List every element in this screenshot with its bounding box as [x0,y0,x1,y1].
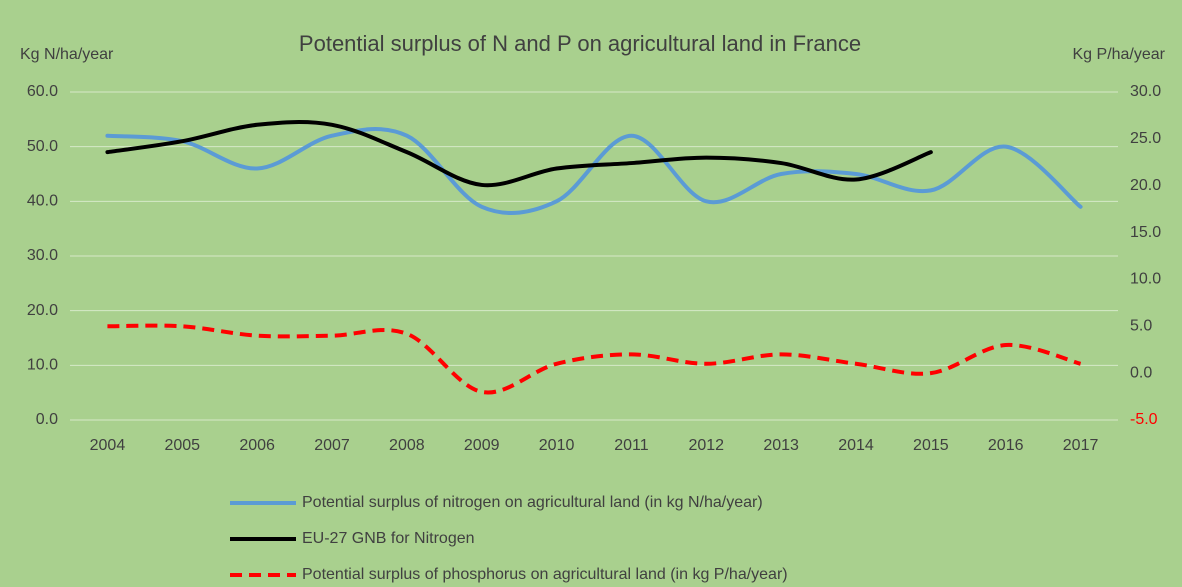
legend-label: EU-27 GNB for Nitrogen [302,530,475,547]
x-tick-label: 2012 [688,437,724,454]
y2-tick-label: 25.0 [1130,130,1161,147]
y2-tick-label: 30.0 [1130,83,1161,100]
x-tick-label: 2007 [314,437,350,454]
y-tick-label: 30.0 [27,247,58,264]
x-tick-label: 2004 [90,437,126,454]
y2-tick-label: 20.0 [1130,177,1161,194]
x-tick-label: 2014 [838,437,874,454]
y2-tick-label: 0.0 [1130,364,1152,381]
x-tick-label: 2009 [464,437,500,454]
series-line [105,120,933,188]
y2-axis-title: Kg P/ha/year [1073,46,1166,63]
x-tick-label: 2005 [164,437,200,454]
y2-tick-label: -5.0 [1130,411,1158,428]
series-line [105,127,1083,215]
y2-tick-label: 10.0 [1130,271,1161,288]
chart-title: Potential surplus of N and P on agricult… [299,31,861,56]
legend-label: Potential surplus of nitrogen on agricul… [302,494,763,511]
y2-tick-label: 5.0 [1130,318,1152,335]
y-axis-title: Kg N/ha/year [20,46,114,63]
y-tick-label: 10.0 [27,357,58,374]
x-tick-label: 2011 [614,437,649,454]
x-tick-label: 2015 [913,437,949,454]
series-line [107,323,1082,395]
x-tick-label: 2017 [1063,437,1099,454]
y-tick-label: 60.0 [27,83,58,100]
y2-tick-label: 15.0 [1130,224,1161,241]
legend-label: Potential surplus of phosphorus on agric… [302,566,788,583]
x-tick-label: 2013 [763,437,799,454]
x-tick-label: 2006 [239,437,275,454]
y-tick-label: 40.0 [27,193,58,210]
x-tick-label: 2010 [539,437,575,454]
y-tick-label: 0.0 [36,411,58,428]
y-tick-label: 50.0 [27,138,58,155]
x-tick-label: 2008 [389,437,425,454]
y-tick-label: 20.0 [27,302,58,319]
x-tick-label: 2016 [988,437,1024,454]
